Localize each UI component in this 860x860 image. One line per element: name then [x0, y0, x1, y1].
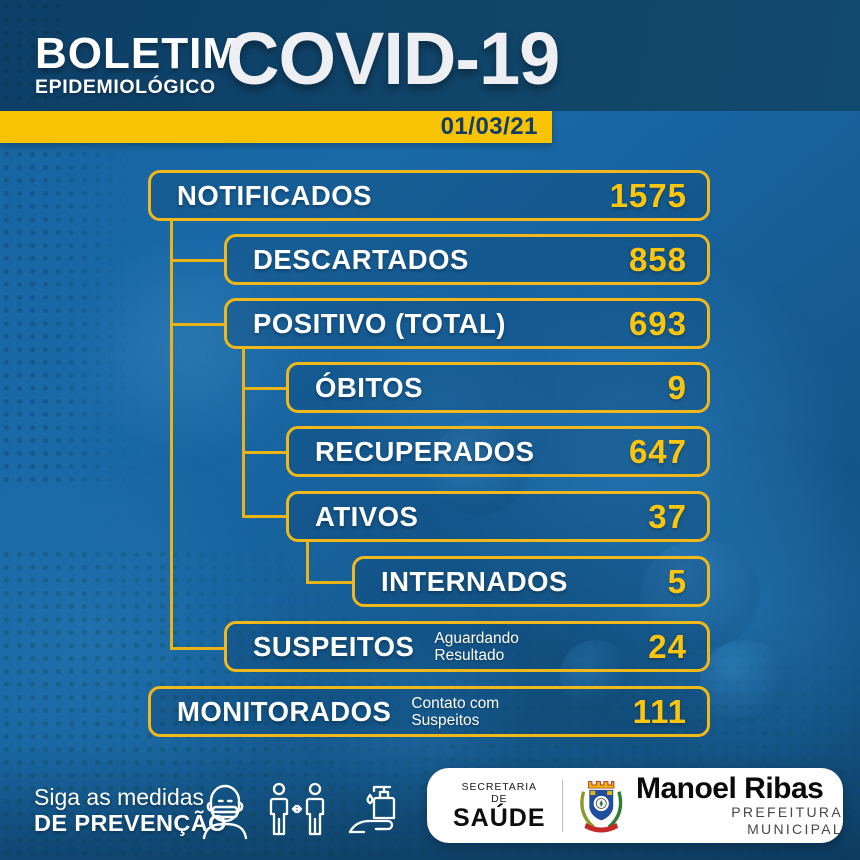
tree-connector	[170, 259, 227, 262]
city-subtitle: PREFEITURA MUNICIPAL	[731, 803, 843, 837]
title-covid19: COVID-19	[226, 17, 560, 100]
city-name: Manoel Ribas	[635, 771, 824, 805]
stat-value: 111	[632, 692, 687, 730]
prevention-line1: Siga as medidas	[34, 784, 205, 810]
secretaria-block: SECRETARIA DE SAÚDE	[453, 781, 546, 831]
stat-label: DESCARTADOS	[253, 243, 469, 275]
stat-label: ATIVOS	[315, 500, 419, 532]
stat-label: MONITORADOS	[177, 695, 392, 727]
stat-value: 647	[628, 432, 687, 470]
vertical-divider	[561, 779, 564, 832]
municipality-brand-box: SECRETARIA DE SAÚDE Manoel Ribas PREFEIT…	[427, 768, 843, 843]
stat-value: 9	[667, 368, 687, 406]
stat-note: Aguardando Resultado	[434, 629, 519, 664]
stat-descartados: DESCARTADOS 858	[224, 234, 710, 285]
tree-connector	[242, 451, 289, 454]
tree-connector	[306, 581, 355, 584]
title-boletim: BOLETIM	[35, 29, 240, 78]
tree-connector	[242, 387, 289, 390]
hand-sanitizer-icon	[344, 780, 400, 840]
coat-of-arms	[580, 780, 623, 833]
title-epidemiologico: EPIDEMIOLÓGICO	[35, 76, 216, 98]
prevention-icons	[200, 779, 400, 841]
tree-connector	[170, 647, 227, 650]
tree-connector	[306, 540, 309, 584]
stat-positivo-total: POSITIVO (TOTAL) 693	[224, 298, 710, 349]
stat-label: POSITIVO (TOTAL)	[253, 307, 506, 339]
date-band: 01/03/21	[0, 111, 552, 143]
stat-ativos: ATIVOS 37	[286, 491, 710, 542]
stat-label: INTERNADOS	[381, 565, 568, 597]
stat-notificados: NOTIFICADOS 1575	[148, 170, 710, 221]
bulletin-title: BOLETIM EPIDEMIOLÓGICO	[35, 31, 240, 98]
tree-connector	[170, 218, 173, 650]
secretaria-line1: SECRETARIA DE	[461, 780, 537, 805]
bulletin-date: 01/03/21	[440, 113, 538, 140]
social-distance-icon	[266, 781, 328, 839]
prevention-message: Siga as medidas DE PREVENÇÃO	[34, 784, 227, 837]
stat-value: 37	[648, 497, 687, 535]
stat-label: NOTIFICADOS	[177, 179, 372, 211]
stat-note: Contato com Suspeitos	[411, 694, 500, 729]
stat-value: 5	[667, 562, 687, 600]
stat-label: RECUPERADOS	[315, 435, 535, 467]
stat-value: 858	[628, 240, 687, 278]
stat-value: 24	[648, 627, 687, 665]
halftone-dots	[0, 148, 150, 488]
header-navy-band	[0, 0, 860, 111]
stat-value: 1575	[609, 176, 687, 214]
tree-connector	[170, 323, 227, 326]
prevention-line2: DE PREVENÇÃO	[34, 810, 227, 836]
mask-face-icon	[200, 779, 250, 841]
stat-suspeitos: SUSPEITOS Aguardando Resultado 24	[224, 621, 710, 672]
tree-connector	[242, 515, 289, 518]
stat-value: 693	[628, 304, 687, 342]
stat-obitos: ÓBITOS 9	[286, 362, 710, 413]
secretaria-line2: SAÚDE	[453, 803, 546, 832]
city-name-block: Manoel Ribas PREFEITURA MUNICIPAL	[635, 771, 843, 838]
stat-monitorados: MONITORADOS Contato com Suspeitos 111	[148, 686, 710, 737]
stat-label: ÓBITOS	[315, 371, 423, 403]
stat-recuperados: RECUPERADOS 647	[286, 426, 710, 477]
virus-bump	[700, 640, 790, 725]
stat-internados: INTERNADOS 5	[352, 556, 710, 607]
tree-connector	[242, 348, 245, 518]
stat-label: SUSPEITOS	[253, 630, 415, 662]
